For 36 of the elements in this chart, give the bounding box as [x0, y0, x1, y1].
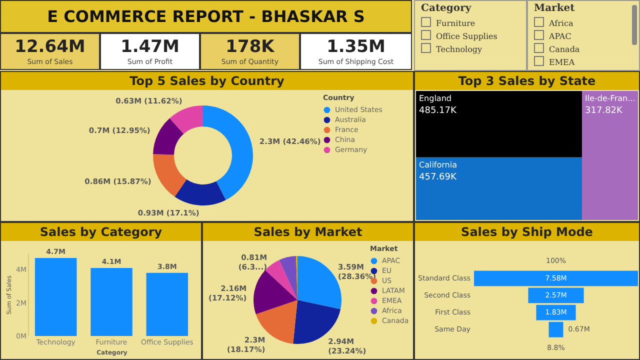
donut-slice — [170, 106, 203, 134]
category-label: Furniture — [435, 18, 476, 30]
donut-slice — [203, 106, 253, 200]
pie-slice — [265, 260, 298, 300]
pie-slice — [279, 256, 298, 300]
category-label: Canada — [548, 44, 581, 56]
text: E COMMERCE REPORT - BHASKAR S — [0, 0, 412, 33]
category-label: England — [419, 94, 452, 103]
text: 12.64M — [14, 36, 86, 58]
text: 178K — [224, 36, 276, 58]
text: Top 3 Sales by State — [415, 72, 639, 90]
bar — [34, 258, 77, 336]
text: 1.35M — [326, 36, 386, 58]
donut-slice — [153, 154, 187, 197]
text: Category — [421, 3, 472, 14]
text: 1.47M — [120, 36, 180, 58]
pie-slice — [254, 270, 298, 314]
text: Market — [534, 3, 576, 14]
category-label: Ile-de-Fran... — [585, 94, 636, 103]
bar — [90, 268, 132, 336]
chart-title: Sales by Category — [1, 223, 201, 241]
bar — [146, 272, 188, 336]
text: Sales by Ship Mode — [415, 223, 639, 241]
chart-title: Top 5 Sales by Country — [1, 72, 413, 90]
data-label: 485.17K — [419, 106, 458, 116]
category-label: California — [419, 160, 458, 170]
category-label: Office Supplies — [435, 31, 498, 43]
donut-slice — [174, 179, 226, 206]
donut-slice — [153, 118, 184, 155]
data-label: 457.69K — [419, 172, 458, 182]
category-label: APAC — [548, 31, 572, 43]
category-label: Africa — [548, 18, 574, 30]
category-label: Technology — [435, 44, 484, 56]
chart-title: Sales by Market — [203, 223, 413, 241]
data-label: 317.82K — [585, 106, 624, 116]
category-label: EMEA — [548, 57, 576, 69]
